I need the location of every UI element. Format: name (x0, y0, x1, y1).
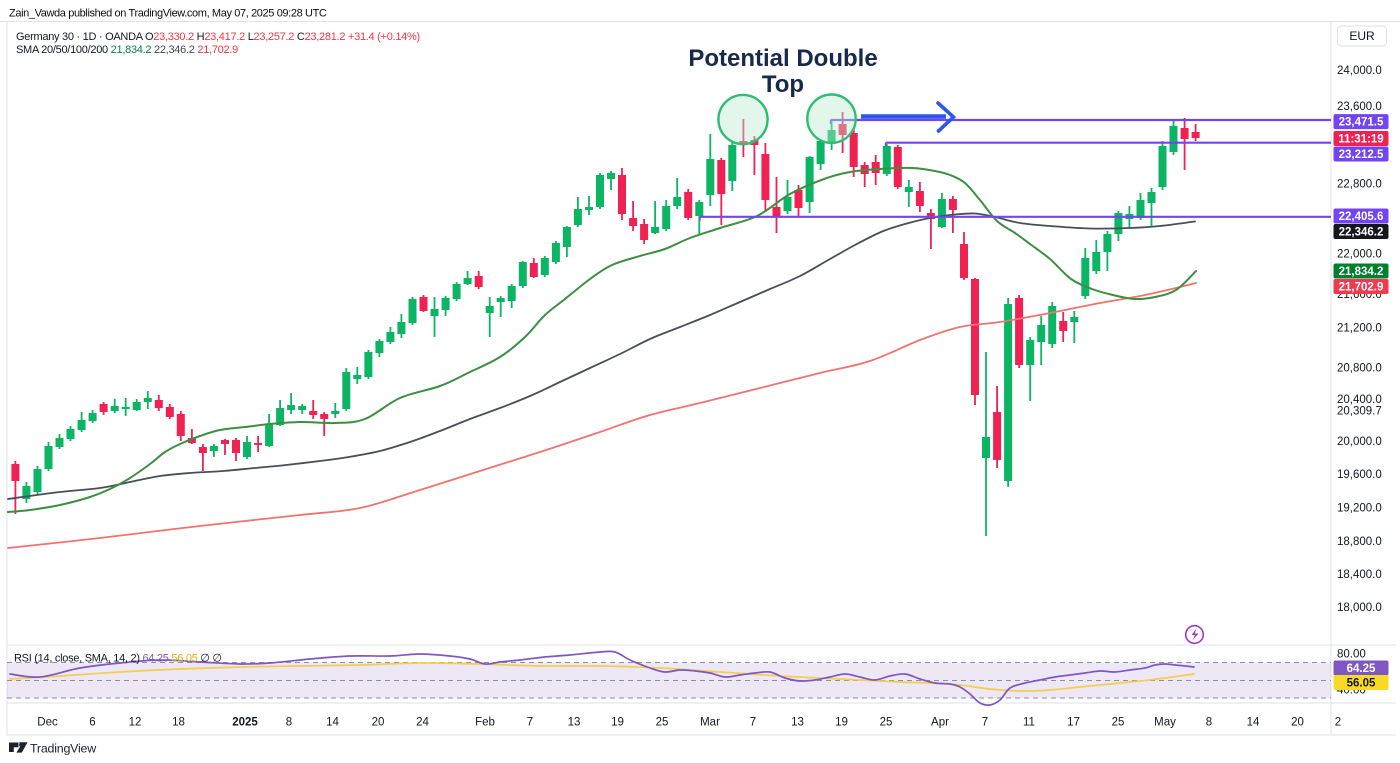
svg-text:TradingView: TradingView (30, 742, 96, 756)
svg-text:80.00: 80.00 (1337, 649, 1366, 661)
svg-text:17: 17 (1067, 717, 1080, 729)
svg-text:25: 25 (1112, 717, 1125, 729)
svg-text:12: 12 (129, 717, 142, 729)
svg-text:18: 18 (172, 717, 185, 729)
svg-text:Feb: Feb (475, 717, 495, 729)
svg-text:18,800.0: 18,800.0 (1337, 536, 1382, 548)
svg-text:2: 2 (1335, 717, 1341, 729)
svg-text:7: 7 (982, 717, 988, 729)
svg-text:14: 14 (1247, 717, 1260, 729)
svg-text:Mar: Mar (700, 717, 720, 729)
svg-text:22,800.0: 22,800.0 (1337, 179, 1382, 191)
svg-text:7: 7 (527, 717, 533, 729)
svg-text:22,000.0: 22,000.0 (1337, 249, 1382, 261)
svg-text:11:31:19: 11:31:19 (1338, 134, 1383, 146)
svg-text:May: May (1154, 717, 1176, 729)
svg-text:13: 13 (568, 717, 581, 729)
svg-text:25: 25 (656, 717, 669, 729)
svg-text:7: 7 (750, 717, 756, 729)
svg-text:21,834.2: 21,834.2 (1339, 266, 1384, 278)
svg-text:19,600.0: 19,600.0 (1337, 469, 1382, 481)
svg-text:11: 11 (1023, 717, 1035, 729)
svg-text:20: 20 (1291, 717, 1304, 729)
svg-text:Germany 30 · 1D · OANDA O23,3: Germany 30 · 1D · OANDA O23,330.2 H23,41… (16, 31, 420, 43)
svg-text:56.05: 56.05 (1347, 678, 1376, 690)
svg-text:23,471.5: 23,471.5 (1339, 117, 1384, 129)
svg-text:SMA 20/50/100/200 21,834.2 2: SMA 20/50/100/200 21,834.2 22,346.2 21,7… (16, 44, 238, 56)
svg-text:24: 24 (416, 717, 429, 729)
svg-text:18,400.0: 18,400.0 (1337, 569, 1382, 581)
svg-text:Potential Double: Potential Double (688, 45, 877, 72)
svg-text:8: 8 (1206, 717, 1212, 729)
svg-text:18,000.0: 18,000.0 (1337, 602, 1382, 614)
svg-text:21,200.0: 21,200.0 (1337, 323, 1382, 335)
svg-text:21,702.9: 21,702.9 (1339, 282, 1384, 294)
svg-text:Top: Top (762, 71, 804, 98)
svg-text:EUR: EUR (1349, 29, 1375, 43)
svg-text:64.25: 64.25 (1347, 663, 1376, 675)
svg-text:RSI (14, close, SMA, 14, 2) 64: RSI (14, close, SMA, 14, 2) 64.25 56.05 … (14, 653, 222, 665)
svg-text:25: 25 (880, 717, 893, 729)
svg-text:19,200.0: 19,200.0 (1337, 503, 1382, 515)
svg-text:2025: 2025 (232, 717, 258, 729)
svg-text:8: 8 (286, 717, 292, 729)
svg-text:23,212.5: 23,212.5 (1339, 149, 1384, 161)
svg-text:23,600.0: 23,600.0 (1337, 101, 1382, 113)
svg-text:Zain_Vawda published on Tradin: Zain_Vawda published on TradingView.com,… (9, 8, 327, 20)
svg-text:22,405.6: 22,405.6 (1339, 211, 1384, 223)
svg-text:13: 13 (791, 717, 804, 729)
svg-text:20,800.0: 20,800.0 (1337, 363, 1382, 375)
svg-text:6: 6 (89, 717, 95, 729)
svg-text:14: 14 (326, 717, 339, 729)
svg-text:22,346.2: 22,346.2 (1339, 227, 1384, 239)
svg-text:20,309.7: 20,309.7 (1337, 406, 1382, 418)
svg-text:Apr: Apr (931, 717, 949, 729)
svg-text:19: 19 (611, 717, 624, 729)
svg-text:24,000.0: 24,000.0 (1337, 65, 1382, 77)
svg-text:20,400.0: 20,400.0 (1337, 394, 1382, 406)
svg-text:Dec: Dec (37, 717, 58, 729)
svg-text:20,000.0: 20,000.0 (1337, 436, 1382, 448)
svg-text:20: 20 (372, 717, 385, 729)
svg-text:19: 19 (835, 717, 848, 729)
